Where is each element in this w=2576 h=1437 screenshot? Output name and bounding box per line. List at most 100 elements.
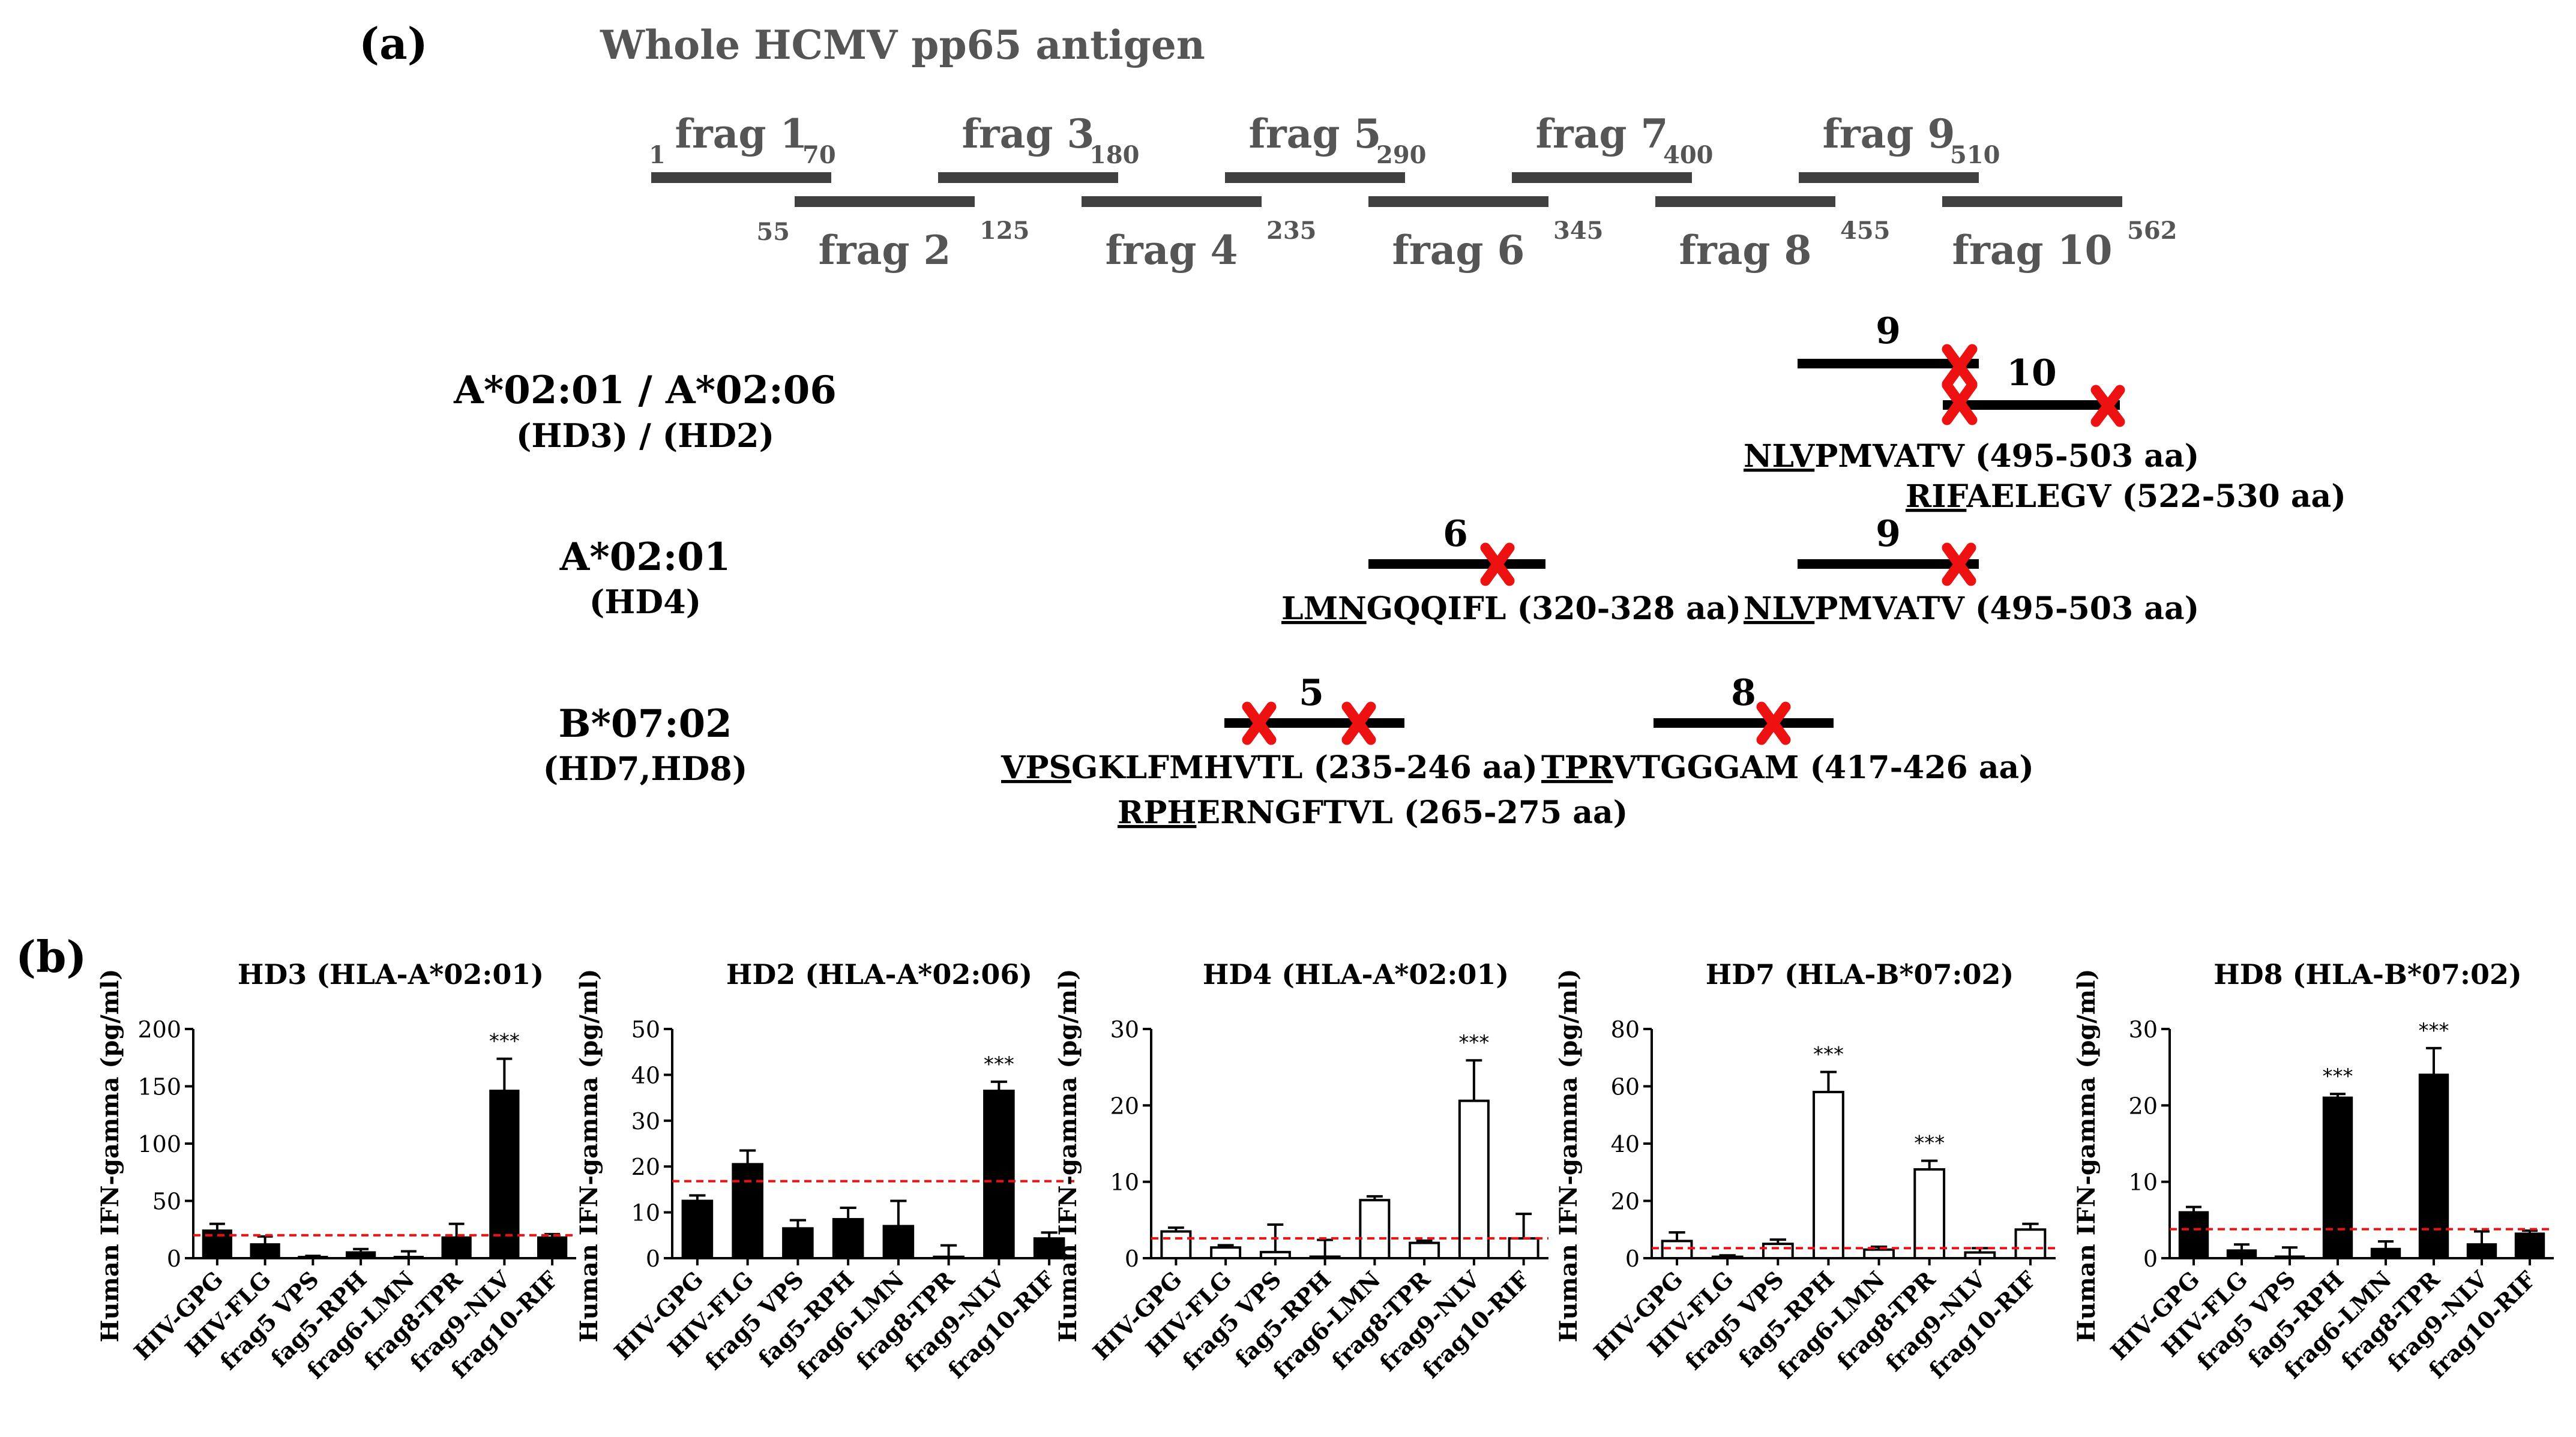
chart-4: HD8 (HLA-B*07:02) Human IFN-gamma (pg/ml)… [2072,958,2554,1384]
chart-3: HD7 (HLA-B*07:02) Human IFN-gamma (pg/ml)… [1554,958,2056,1384]
chart-title: HD2 (HLA-A*02:06) [726,958,1032,991]
frag-label: frag 7 [1536,110,1669,157]
y-tick-label: 30 [1110,1016,1139,1043]
peptide-tpr-g3: TPRVTGGGAM (417-426 aa) [1541,749,2034,786]
bar-HIV-FLG [250,1243,280,1260]
y-tick-label: 40 [631,1062,660,1088]
significance-marker: *** [984,1052,1014,1076]
frag-label: frag 9 [1823,110,1955,157]
y-tick-label: 20 [631,1154,660,1180]
y-tick-label: 30 [2129,1016,2158,1043]
chart-1: HD2 (HLA-A*02:06) Human IFN-gamma (pg/ml)… [575,958,1074,1384]
frag-label: frag 2 [819,227,951,274]
y-axis-label: Human IFN-gamma (pg/ml) [575,969,603,1343]
panel-a: (a) Whole HCMV pp65 antigen frag 11 70fra… [359,18,2346,831]
bar-frag8-TPR [1913,1168,1946,1259]
bar-frag10-RIF [537,1236,568,1260]
frag-label: frag 8 [1679,227,1812,274]
epitope-bar-num-6-g2: 6 [1443,513,1468,555]
donor-label-1: (HD3) / (HD2) [516,416,774,455]
bar-frag6-LMN [393,1256,424,1260]
significance-marker: *** [2323,1064,2353,1088]
bar-HIV-GPG [1160,1230,1192,1260]
y-tick-label: 40 [1611,1131,1640,1157]
bar-HIV-GPG [681,1199,714,1259]
bar-HIV-FLG [732,1163,763,1259]
frag-end: 125 [980,217,1030,245]
peptide-nlv-g1: NLVPMVATV (495-503 aa) [1744,438,2199,475]
bar-HIV-FLG [1711,1255,1744,1260]
frag-start: 1 [649,141,666,169]
cross-mark [1480,542,1976,586]
frag-end: 345 [1553,217,1604,245]
bar-frag5 VPS [1259,1250,1291,1259]
bar-frag9-NLV [489,1090,520,1259]
y-tick-label: 10 [1110,1169,1139,1196]
bar-frag5 VPS [1762,1243,1794,1259]
peptide-lmn-g2: LMNGQQIFL (320-328 aa) [1281,590,1741,627]
y-tick-label: 30 [631,1108,660,1135]
bar-frag5 VPS [782,1227,814,1259]
bar-frag5 VPS [2274,1255,2305,1260]
bar-frag9-NLV [1458,1099,1490,1260]
y-tick-label: 0 [1625,1246,1640,1272]
chart-title: HD7 (HLA-B*07:02) [1706,958,2014,991]
peptide-nlv-g2: NLVPMVATV (495-503 aa) [1744,590,2199,627]
significance-marker: *** [2419,1019,2449,1043]
chart-title: HD3 (HLA-A*02:01) [238,958,544,991]
frag-end: 562 [2127,217,2177,245]
panel-a-label: (a) [359,18,428,69]
bar-frag10-RIF [1508,1237,1539,1259]
significance-marker: *** [1914,1132,1945,1156]
frag-label: frag 6 [1392,227,1525,274]
hla-label-1: A*02:01 / A*02:06 [453,368,837,413]
frag-end: 400 [1663,141,1714,169]
frag-end: 235 [1266,217,1317,245]
bar-HIV-FLG [1210,1246,1242,1260]
y-axis-label: Human IFN-gamma (pg/ml) [96,969,124,1343]
bar-frag8-TPR [2418,1073,2449,1260]
y-tick-label: 50 [152,1189,181,1215]
antigen-title: Whole HCMV pp65 antigen [600,22,1205,68]
bar-frag9-NLV [983,1090,1015,1259]
bar-HIV-FLG [2226,1249,2257,1259]
y-tick-label: 0 [646,1246,660,1272]
y-tick-label: 20 [1110,1093,1139,1119]
frag-end: 290 [1376,141,1427,169]
bar-fag5-RPH [832,1218,864,1260]
frag-end: 510 [1950,141,2000,169]
frag-end: 180 [1089,141,1140,169]
bar-frag6-LMN [2370,1247,2401,1259]
bar-frag10-RIF [2514,1232,2545,1260]
y-tick-label: 0 [167,1246,181,1272]
bar-frag8-TPR [441,1236,472,1260]
cross-mark [1942,344,2125,427]
y-tick-label: 60 [1611,1074,1640,1100]
y-axis-label: Human IFN-gamma (pg/ml) [1554,969,1583,1343]
frag-label: frag 3 [962,110,1095,157]
bar-frag6-LMN [1863,1248,1895,1260]
y-tick-label: 200 [137,1016,181,1043]
bar-frag9-NLV [1964,1251,1996,1259]
chart-2: HD4 (HLA-A*02:01) Human IFN-gamma (pg/ml)… [1054,958,1548,1384]
cross-mark [1242,701,1791,745]
donor-label-3: (HD7,HD8) [543,749,748,788]
y-tick-label: 10 [2129,1169,2158,1196]
donor-label-2: (HD4) [589,583,702,621]
peptide-rph-g3: RPHERNGFTVL (265-275 aa) [1118,794,1628,831]
peptide-rif-g1: RIFAELEGV (522-530 aa) [1906,478,2346,515]
bar-frag6-LMN [1359,1199,1391,1260]
bar-frag10-RIF [2014,1228,2047,1259]
bar-frag5 VPS [298,1256,328,1260]
frag-start: 55 [756,218,790,246]
epitope-bar-num-5-g3: 5 [1299,672,1324,714]
y-tick-label: 50 [631,1016,660,1043]
y-tick-label: 0 [1125,1246,1139,1272]
frag-label: frag 10 [1952,227,2113,274]
bar-fag5-RPH [1813,1091,1844,1260]
epitope-bar-num-9-g1: 9 [1876,310,1901,352]
y-tick-label: 20 [2129,1093,2158,1119]
y-axis-label: Human IFN-gamma (pg/ml) [1054,969,1082,1343]
bar-frag8-TPR [933,1255,964,1260]
bar-fag5-RPH [345,1251,376,1259]
